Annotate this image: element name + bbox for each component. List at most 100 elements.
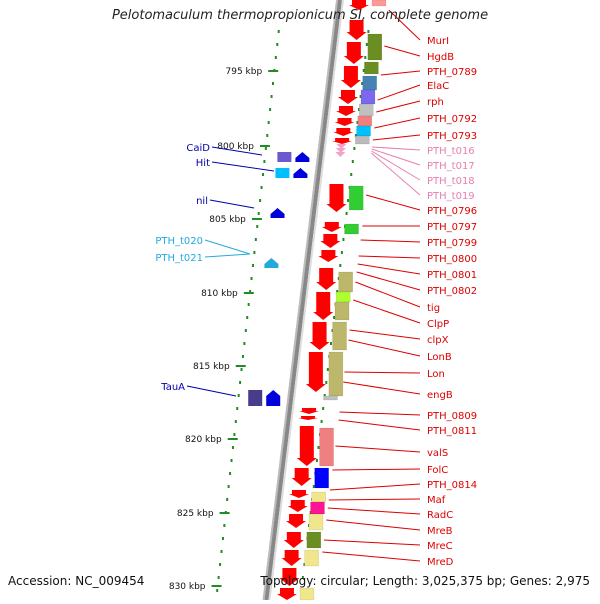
label-leader: [211, 146, 263, 156]
scale-dot: [271, 82, 274, 85]
cds-arrow: [287, 500, 308, 512]
scale-dot: [347, 199, 350, 202]
cds-arrow: [343, 42, 364, 64]
label-leader: [327, 507, 421, 515]
label-leader: [371, 150, 421, 181]
scale-label: 820 kbp: [185, 435, 222, 445]
gene-label: PTH_t019: [427, 191, 475, 202]
scale-dot: [325, 381, 328, 384]
label-leader: [372, 134, 421, 141]
scale-dot: [251, 264, 254, 267]
label-leader: [344, 371, 421, 374]
cog-bar: [299, 587, 315, 601]
scale-dot: [326, 368, 329, 371]
scale-dot: [345, 212, 348, 215]
scale-dot: [266, 134, 269, 137]
label-leader: [343, 381, 421, 395]
gene-label: Hit: [196, 158, 210, 169]
feature-box: [277, 152, 292, 162]
scale-dot: [226, 498, 229, 501]
label-leader: [186, 385, 237, 397]
trna-chevron: [336, 144, 347, 149]
scale-label: 800 kbp: [217, 142, 254, 152]
label-leader: [211, 161, 275, 172]
scale-dot: [339, 264, 342, 267]
feature-box: [275, 168, 290, 178]
cog-bar: [306, 531, 322, 549]
scale-dot: [356, 121, 359, 124]
cog-bar: [362, 75, 377, 91]
scale-dot: [239, 381, 242, 384]
label-leader: [377, 84, 421, 101]
label-leader: [204, 239, 251, 255]
scale-dot: [303, 563, 306, 566]
gene-label: PTH_0801: [427, 270, 477, 281]
feature-arrow: [264, 258, 279, 268]
label-leader: [332, 468, 421, 471]
scale-dot: [241, 355, 244, 358]
scale-dot: [229, 472, 232, 475]
scale-dot: [220, 550, 223, 553]
label-leader: [365, 194, 421, 211]
cog-bar: [357, 115, 373, 127]
cog-bar: [323, 395, 338, 401]
label-leader: [328, 498, 421, 501]
gene-label: MurI: [427, 36, 449, 47]
backbone-highlight: [268, 0, 344, 601]
cog-bar: [360, 89, 376, 105]
gene-label: PTH_t016: [427, 146, 475, 157]
cds-arrow: [349, 0, 369, 10]
scale-dot: [216, 589, 219, 592]
scale-dot: [354, 134, 357, 137]
scale-dot: [323, 394, 326, 397]
cog-bar: [310, 501, 325, 515]
cog-bar: [338, 271, 353, 293]
scale-dot: [329, 342, 332, 345]
scale-dot: [336, 290, 339, 293]
cog-bar: [319, 427, 334, 467]
scale-dot: [267, 121, 270, 124]
scale-dot: [264, 147, 267, 150]
gene-label: PTH_0799: [427, 238, 477, 249]
gene-label: LonB: [427, 352, 452, 363]
feature-arrow: [270, 208, 285, 218]
scale-dot: [276, 43, 279, 46]
cds-arrow: [340, 66, 361, 88]
scale-dot: [227, 485, 230, 488]
cds-arrow: [334, 118, 355, 126]
scale-dot: [359, 95, 362, 98]
cds-arrow: [313, 292, 334, 320]
gene-label: PTH_t020: [155, 236, 203, 247]
cog-bar: [314, 467, 329, 489]
gene-label: valS: [427, 448, 448, 459]
label-leader: [376, 100, 421, 113]
scale-dot: [219, 563, 222, 566]
gene-label: MreC: [427, 541, 453, 552]
gene-label: HgdB: [427, 52, 454, 63]
scale-dot: [231, 446, 234, 449]
cog-bar: [332, 321, 347, 351]
scale-dot: [257, 212, 260, 215]
scale-dot: [270, 95, 273, 98]
gene-label: PTH_0789: [427, 67, 477, 78]
cog-bar: [308, 513, 324, 531]
cds-arrow: [336, 106, 357, 116]
cds-arrow: [309, 322, 330, 350]
gene-label: ElaC: [427, 81, 449, 92]
feature-arrow: [266, 390, 281, 406]
gene-label: PTH_t018: [427, 176, 475, 187]
scale-dot: [244, 329, 247, 332]
gene-label: rph: [427, 97, 444, 108]
gene-label: PTH_0811: [427, 426, 477, 437]
label-leader: [384, 45, 421, 57]
gene-label: RadC: [427, 510, 453, 521]
gene-label: tig: [427, 303, 440, 314]
scale-dot: [277, 30, 280, 33]
label-leader: [388, 9, 421, 41]
cog-bar: [371, 0, 387, 7]
cog-bar: [344, 223, 359, 235]
gene-label: TauA: [160, 382, 185, 393]
gene-label: CaiD: [186, 143, 210, 154]
scale-dot: [361, 82, 364, 85]
